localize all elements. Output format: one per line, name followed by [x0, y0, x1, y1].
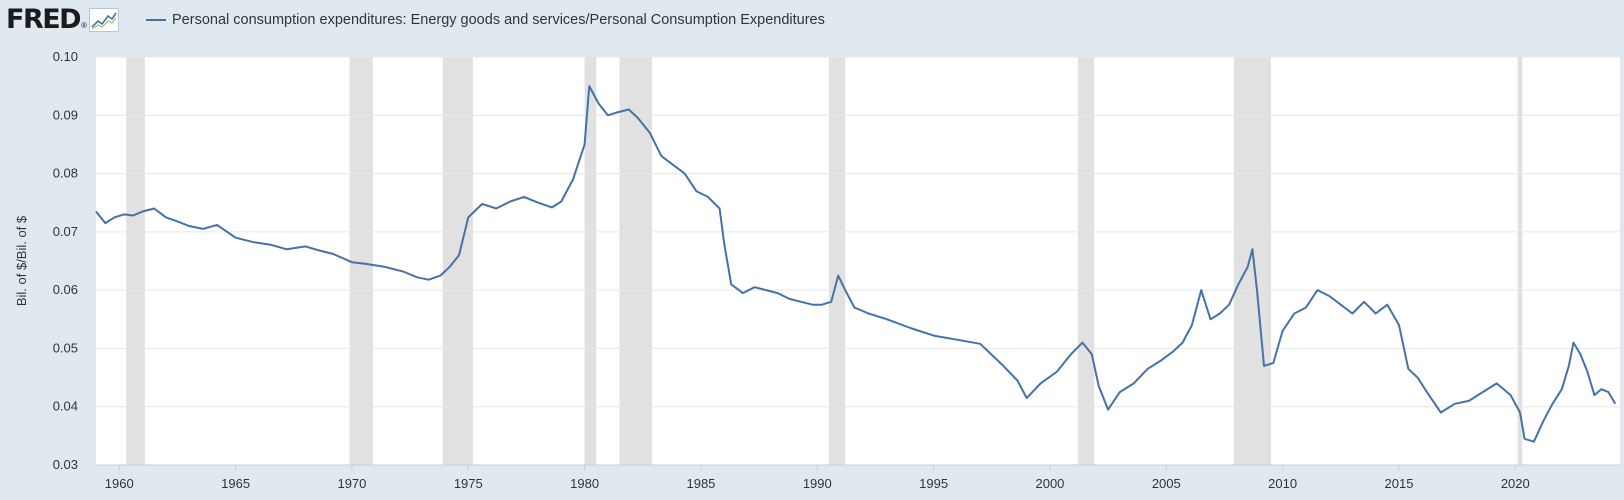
- y-axis-label: Bil. of $/Bil. of $: [14, 215, 29, 306]
- y-tick-label: 0.03: [53, 457, 78, 472]
- recession-band: [1077, 57, 1095, 465]
- x-tick-label: 2005: [1152, 476, 1181, 491]
- y-axis-ticks: 0.03 0.04 0.05 0.06 0.07 0.08 0.09 0.10: [53, 49, 78, 472]
- x-tick-label: 1965: [221, 476, 250, 491]
- recession-band: [619, 57, 653, 465]
- x-axis-ticks: 1960 1965 1970 1975 1980 1985 1990 1995 2000 2005…: [105, 465, 1530, 491]
- plot-area: [96, 57, 1620, 465]
- x-tick-label: 1995: [919, 476, 948, 491]
- x-tick-label: 1975: [454, 476, 483, 491]
- y-tick-label: 0.06: [53, 282, 78, 297]
- legend-swatch: [146, 19, 166, 21]
- x-tick-label: 2000: [1035, 476, 1064, 491]
- legend-series-label: Personal consumption expenditures: Energ…: [172, 12, 825, 28]
- x-tick-label: 2020: [1501, 476, 1530, 491]
- y-tick-label: 0.07: [53, 224, 78, 239]
- registered-mark: ®: [81, 21, 87, 30]
- recession-band: [442, 57, 473, 465]
- recession-band: [126, 57, 145, 465]
- y-tick-label: 0.10: [53, 49, 78, 64]
- chart-header: FRED ® Personal consumption expenditures…: [0, 0, 1624, 42]
- x-tick-label: 1960: [105, 476, 134, 491]
- recession-band: [828, 57, 846, 465]
- x-tick-label: 1970: [337, 476, 366, 491]
- x-tick-label: 2015: [1385, 476, 1414, 491]
- x-tick-label: 1980: [570, 476, 599, 491]
- logo-text: FRED: [6, 4, 82, 35]
- x-tick-label: 2010: [1268, 476, 1297, 491]
- x-tick-label: 1990: [803, 476, 832, 491]
- y-tick-label: 0.05: [53, 340, 78, 355]
- recession-shading: [126, 57, 1523, 465]
- y-tick-label: 0.08: [53, 166, 78, 181]
- recession-band: [1233, 57, 1271, 465]
- legend[interactable]: Personal consumption expenditures: Energ…: [146, 9, 825, 31]
- y-tick-label: 0.04: [53, 399, 78, 414]
- recession-band: [349, 57, 373, 465]
- x-tick-label: 1985: [686, 476, 715, 491]
- chart-line-icon: [89, 8, 119, 32]
- y-tick-label: 0.09: [53, 107, 78, 122]
- recession-band: [584, 57, 597, 465]
- series-line-energy-share[interactable]: [95, 85, 1617, 443]
- recession-band: [1517, 57, 1523, 465]
- fred-logo[interactable]: FRED ®: [6, 4, 119, 36]
